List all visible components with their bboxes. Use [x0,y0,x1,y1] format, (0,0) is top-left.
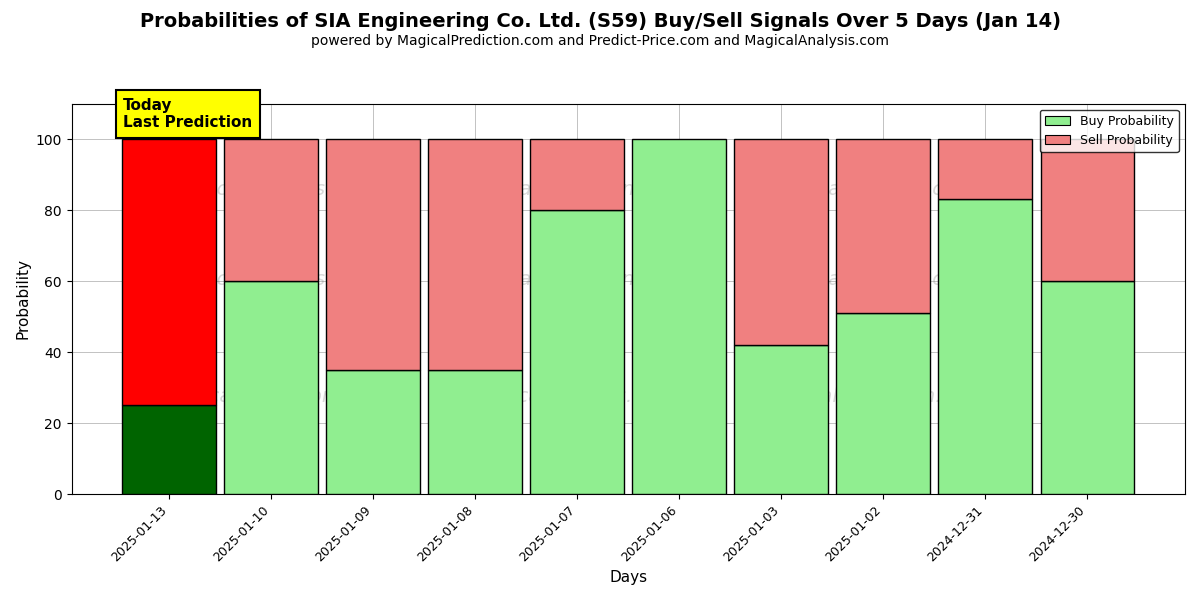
Bar [1040,281,1134,494]
Bar [938,139,1032,199]
Bar [632,139,726,494]
Bar [530,139,624,210]
Text: MagicalPrediction.com: MagicalPrediction.com [162,387,382,406]
Text: powered by MagicalPrediction.com and Predict-Price.com and MagicalAnalysis.com: powered by MagicalPrediction.com and Pre… [311,34,889,48]
Text: Today
Last Prediction: Today Last Prediction [124,98,252,130]
Text: Probabilities of SIA Engineering Co. Ltd. (S59) Buy/Sell Signals Over 5 Days (Ja: Probabilities of SIA Engineering Co. Ltd… [139,12,1061,31]
Bar [836,139,930,313]
Bar [938,199,1032,494]
Bar [428,370,522,494]
X-axis label: Days: Days [610,570,647,585]
Bar [326,370,420,494]
Bar [1040,139,1134,281]
Legend: Buy Probability, Sell Probability: Buy Probability, Sell Probability [1040,110,1178,152]
Bar [734,345,828,494]
Y-axis label: Probability: Probability [16,259,30,340]
Text: MagicalAnalysis.com: MagicalAnalysis.com [772,180,974,199]
Text: MagicalAnalysis.com: MagicalAnalysis.com [772,270,974,289]
Bar [122,139,216,406]
Text: MagicalAnalysis.com: MagicalAnalysis.com [170,180,373,199]
Bar [224,281,318,494]
Bar [326,139,420,370]
Bar [428,139,522,370]
Bar [530,210,624,494]
Bar [122,406,216,494]
Bar [836,313,930,494]
Text: MagicalPrediction.com: MagicalPrediction.com [763,387,983,406]
Bar [734,139,828,345]
Bar [224,139,318,281]
Text: MagicalAnalysis.com: MagicalAnalysis.com [170,270,373,289]
Text: MagicalPrediction.com: MagicalPrediction.com [462,180,683,199]
Text: MagicalAnalysis.com: MagicalAnalysis.com [472,387,674,406]
Text: MagicalPrediction.com: MagicalPrediction.com [462,270,683,289]
